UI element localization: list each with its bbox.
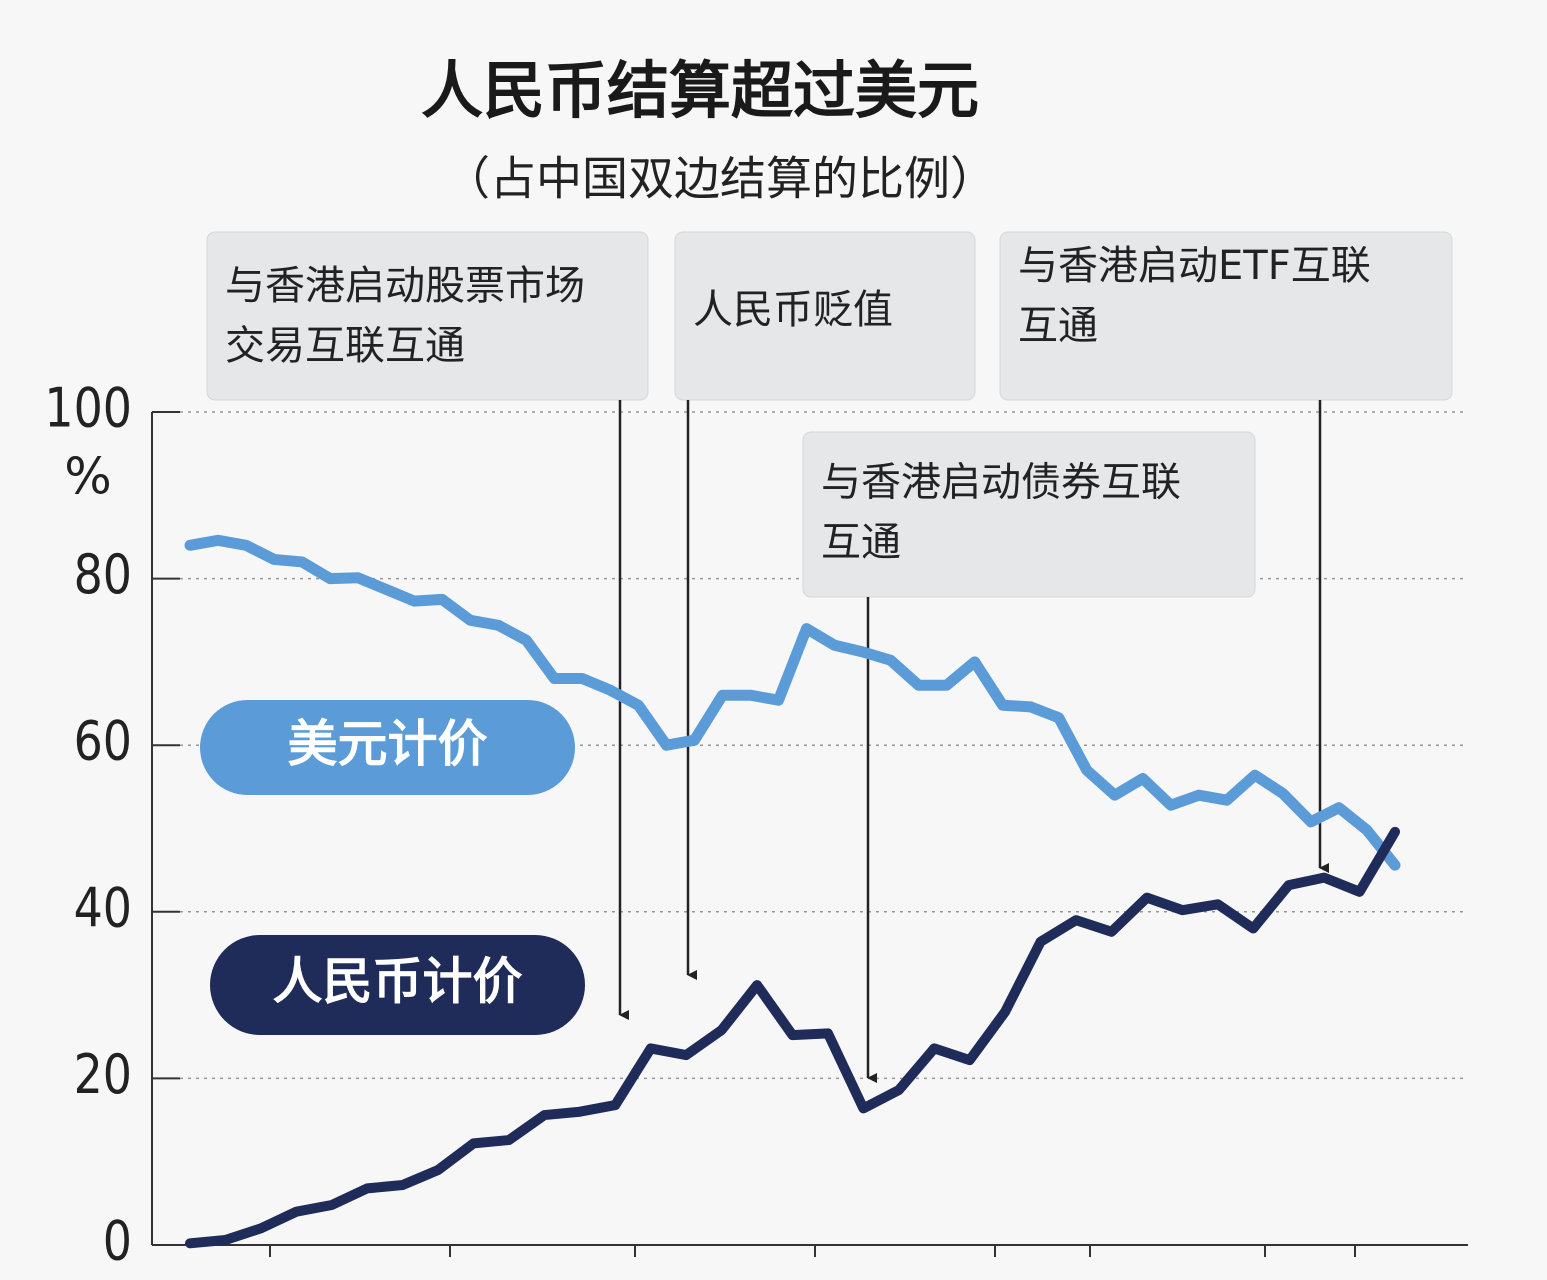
legend-label: 人民币计价 [273,953,523,1011]
annotation-box [674,231,976,401]
y-tick-label: 100 [44,376,132,440]
annotation-box [802,431,1256,598]
chart-title: 人民币结算超过美元 [421,54,979,127]
annotation-text: 与香港启动ETF互联 [1018,243,1371,289]
y-tick-label: 80 [74,543,132,607]
y-unit: % [64,448,112,506]
annotation-box [206,231,649,401]
y-tick-label: 60 [74,709,132,773]
annotation-text: 人民币贬值 [693,287,893,333]
annotation-text: 互通 [1018,303,1098,349]
annotation-text: 与香港启动债券互联 [821,460,1181,506]
annotation-text: 交易互联互通 [225,323,465,369]
legend-pill [210,935,585,1035]
y-tick-label: 40 [74,876,132,940]
series-line [185,826,1400,1249]
y-tick-label: 0 [103,1209,132,1273]
legend-label: 美元计价 [288,715,488,773]
chart-subtitle: （占中国双边结算的比例） [444,152,996,206]
annotation-text: 互通 [821,520,901,566]
series-line [184,534,1401,871]
legend-pill [200,700,575,795]
x-ticks [269,1245,1356,1257]
y-tick-label: 20 [74,1042,132,1106]
annotation-text: 与香港启动股票市场 [225,263,585,309]
annotation-box [999,231,1453,401]
